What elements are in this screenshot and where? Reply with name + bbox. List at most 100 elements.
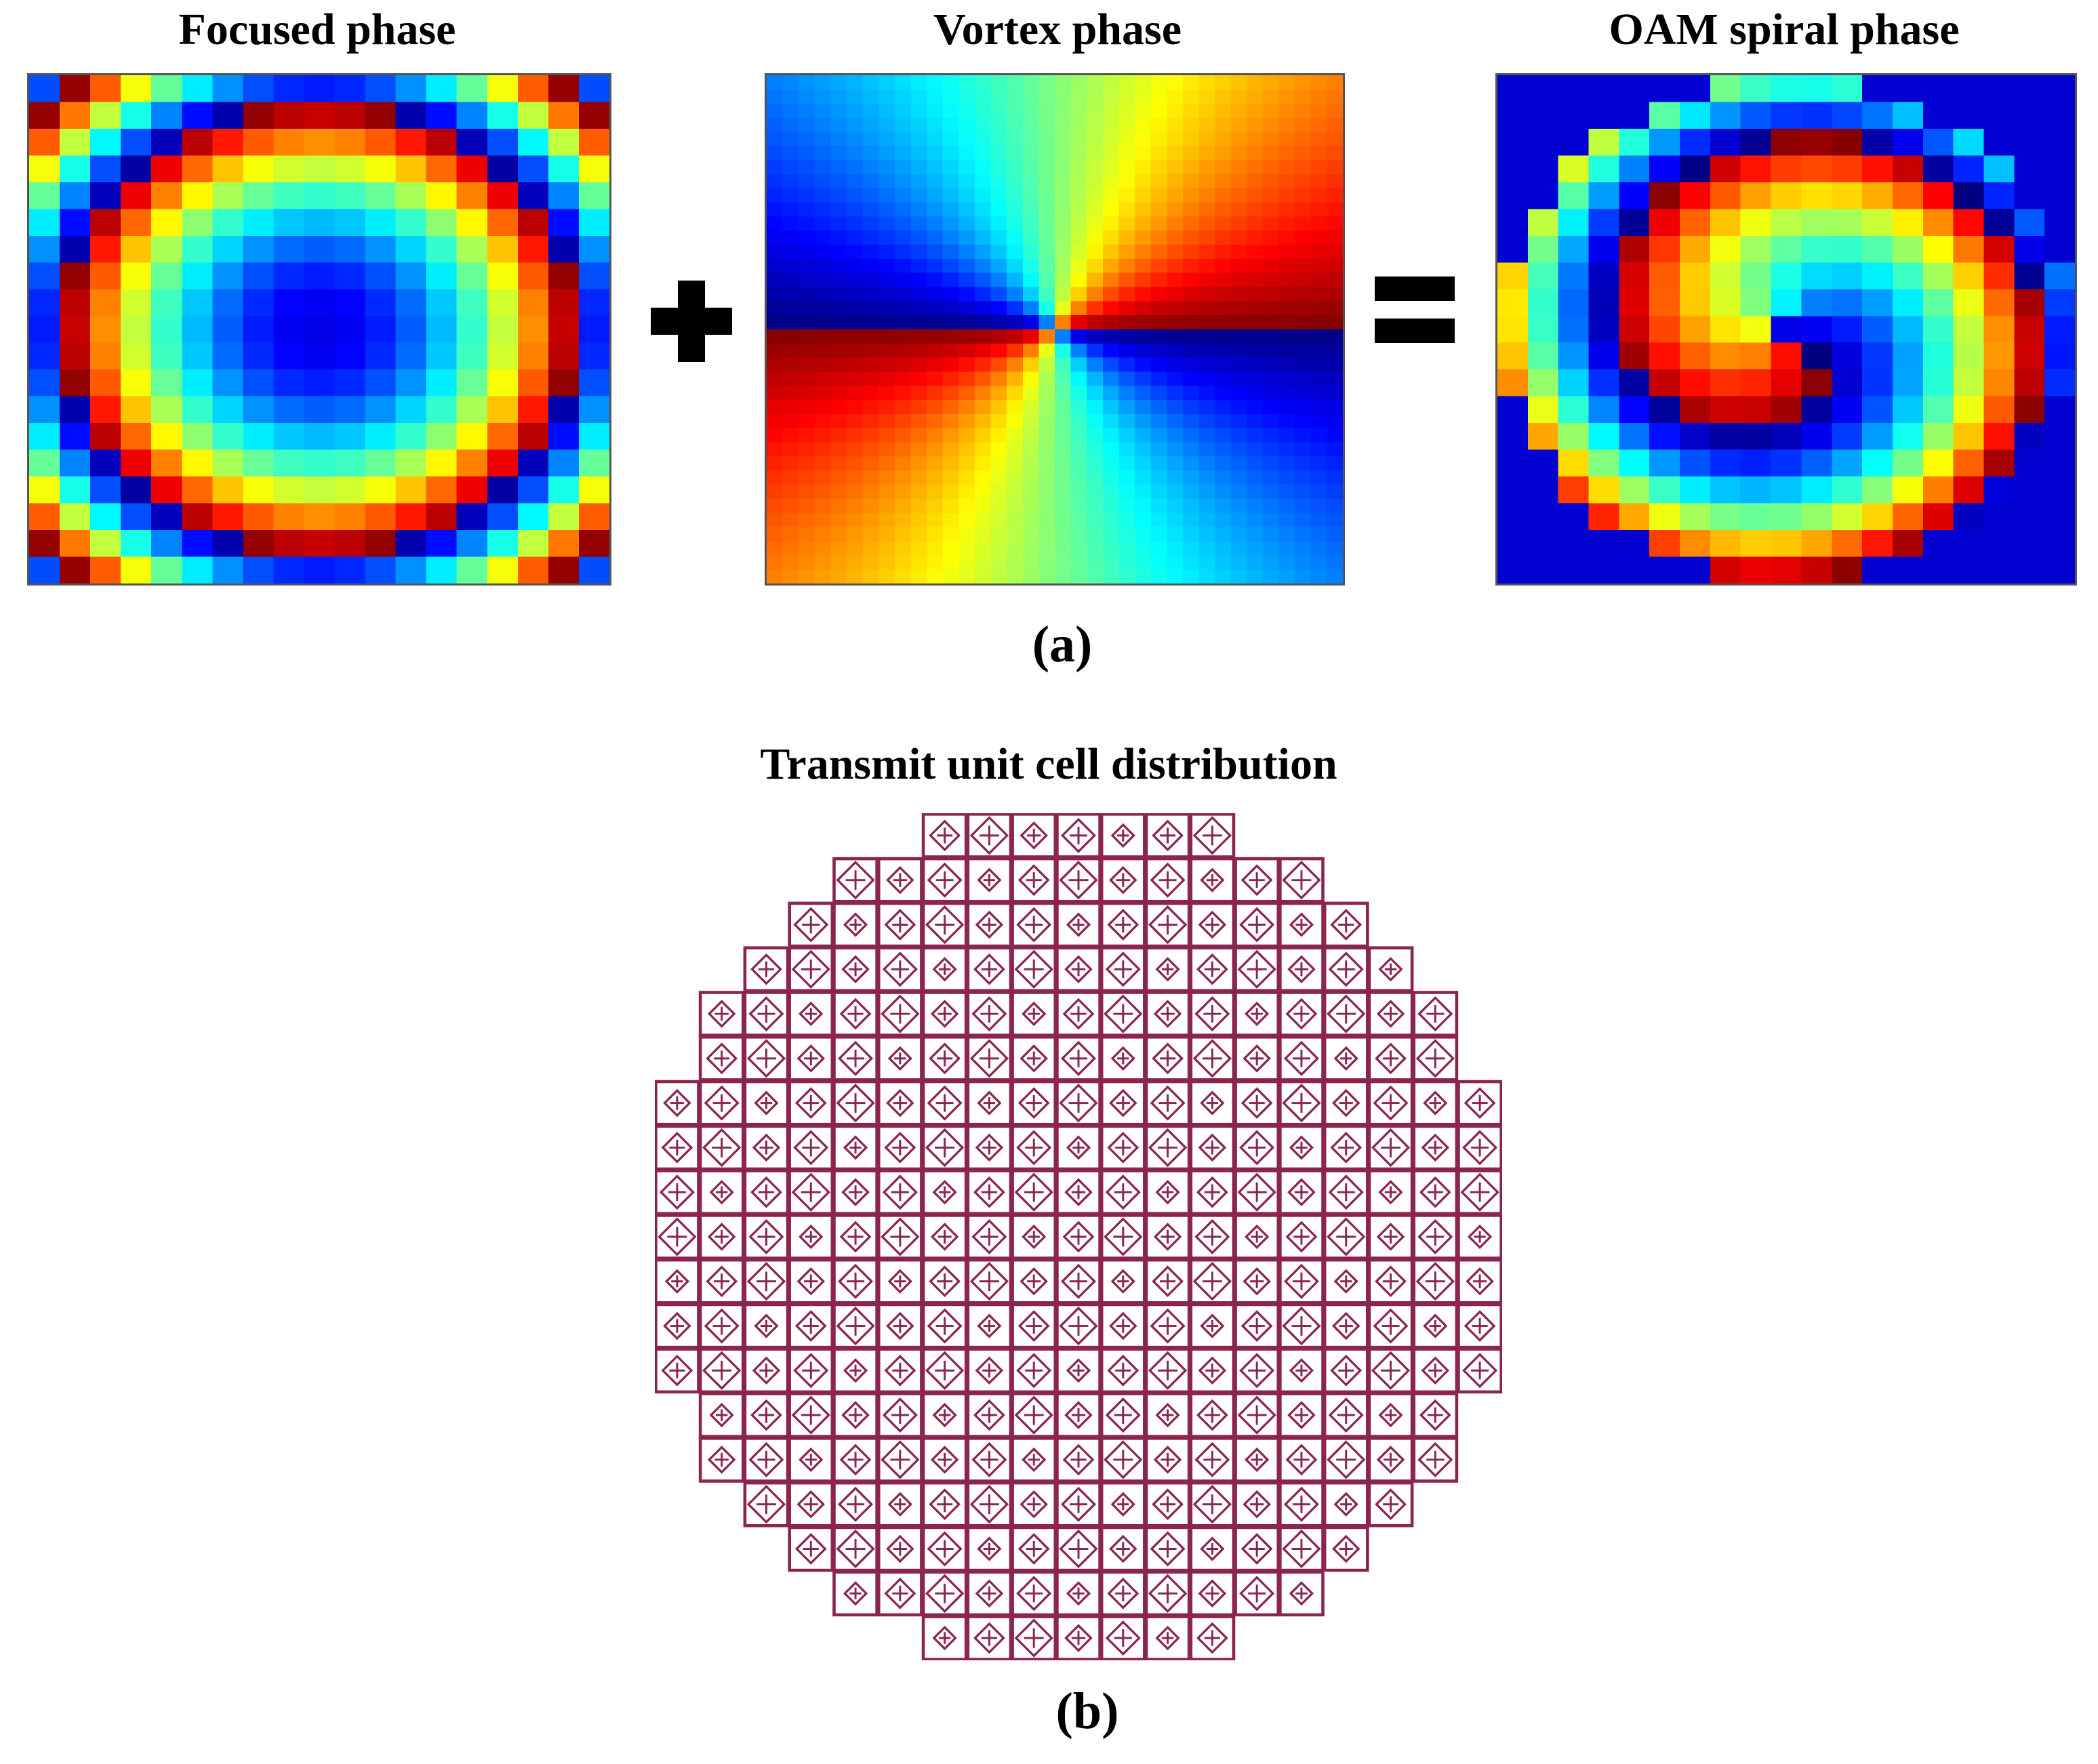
oam-phase-cell [1680,182,1711,210]
vortex-phase-cell [1278,245,1295,260]
vortex-phase-cell [767,499,784,514]
vortex-phase-cell [1327,160,1343,175]
oam-phase-cell [1680,396,1711,424]
vortex-phase-cell [959,230,975,245]
vortex-phase-cell [782,541,799,556]
vortex-phase-cell [1150,315,1167,330]
vortex-phase-cell [799,272,815,287]
vortex-phase-cell [879,357,895,372]
focused-phase-cell [151,556,183,583]
oam-phase-cell [2014,423,2046,451]
unit-cell [1189,946,1236,993]
oam-phase-cell [1983,342,2015,370]
vortex-phase-cell [1215,456,1232,471]
vortex-phase-cell [1007,499,1024,514]
vortex-phase-cell [1310,442,1327,457]
oam-phase-cell [1710,262,1741,290]
unit-cell [788,946,834,993]
oam-phase-cell [1862,530,1893,558]
focused-phase-cell [182,449,214,477]
vortex-phase-cell [1038,499,1055,514]
oam-phase-cell [1619,128,1651,157]
vortex-phase-cell [799,541,815,556]
vortex-phase-cell [959,527,975,541]
vortex-phase-cell [990,569,1007,583]
vortex-phase-cell [862,343,879,358]
vortex-phase-cell [1070,555,1087,570]
vortex-phase-cell [1278,75,1295,90]
vortex-phase-cell [1327,89,1343,104]
oam-phase-cell [2014,235,2046,264]
oam-phase-cell [1497,396,1529,424]
vortex-phase-cell [959,442,975,457]
unit-cell [655,1347,700,1394]
vortex-phase-cell [1070,272,1087,287]
unit-cell [1367,1258,1414,1305]
vortex-phase-cell [767,146,784,161]
vortex-phase-cell [814,470,831,485]
focused-phase-cell [212,155,244,183]
oam-phase-cell [1801,342,1833,370]
oam-phase-cell [1619,182,1651,210]
vortex-phase-cell [959,245,975,260]
focused-phase-cell [395,423,427,451]
vortex-phase-cell [974,371,992,386]
vortex-phase-cell [1198,188,1215,203]
oam-phase-cell [1680,342,1711,370]
focused-phase-cell [365,476,397,504]
vortex-phase-cell [1087,386,1104,401]
vortex-phase-cell [1118,499,1135,514]
oam-phase-cell [2014,262,2046,290]
unit-cell [1323,1080,1369,1126]
unit-cell [1011,946,1057,993]
vortex-phase-cell [799,428,815,443]
vortex-phase-cell [990,258,1007,274]
vortex-phase-cell [910,117,927,132]
unit-cell [1278,1035,1325,1082]
vortex-phase-cell [974,485,992,499]
vortex-phase-cell [1310,315,1327,330]
vortex-phase-cell [782,414,799,429]
oam-phase-cell [1740,423,1772,451]
focused-phase-cell [60,449,92,477]
focused-phase-cell [151,316,183,344]
vortex-phase-cell [1167,202,1184,217]
vortex-phase-cell [1118,245,1135,260]
vortex-phase-cell [1118,173,1135,189]
vortex-phase-cell [782,272,799,287]
vortex-phase-cell [1038,89,1055,104]
unit-cell [1100,1258,1146,1305]
vortex-phase-cell [1102,202,1119,217]
vortex-phase-cell [1230,414,1247,429]
focused-phase-cell [365,262,397,290]
vortex-phase-cell [990,202,1007,217]
vortex-phase-cell [862,329,879,344]
vortex-phase-cell [1070,315,1087,330]
vortex-phase-cell [1007,216,1024,231]
focused-phase-cell [487,423,519,451]
vortex-phase-cell [1055,541,1072,556]
unit-cell [1278,857,1325,903]
vortex-phase-cell [1102,315,1119,330]
vortex-phase-cell [1262,103,1280,118]
unit-cell [655,1214,700,1260]
unit-cell [788,991,834,1037]
vortex-phase-cell [974,414,992,429]
vortex-phase-cell [1310,456,1327,471]
vortex-phase-cell [1150,442,1167,457]
focused-phase-cell [90,128,122,157]
vortex-phase-cell [1198,301,1215,316]
vortex-phase-cell [1118,103,1135,118]
unit-cell [876,1525,923,1572]
vortex-phase-cell [1215,89,1232,104]
vortex-phase-cell [1262,272,1280,287]
focused-phase-cell [121,396,153,424]
transmit-unit-cell-array [655,813,1502,1660]
oam-phase-cell [1710,556,1741,583]
vortex-phase-cell [1278,414,1295,429]
oam-phase-cell [1680,235,1711,264]
focused-phase-cell [426,209,458,237]
unit-cell [1189,991,1236,1037]
vortex-phase-cell [1055,75,1072,90]
vortex-phase-cell [1327,329,1343,344]
